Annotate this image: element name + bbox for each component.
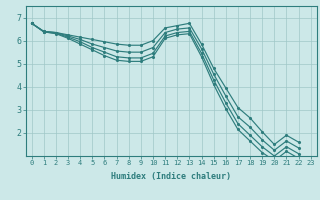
X-axis label: Humidex (Indice chaleur): Humidex (Indice chaleur) (111, 172, 231, 181)
